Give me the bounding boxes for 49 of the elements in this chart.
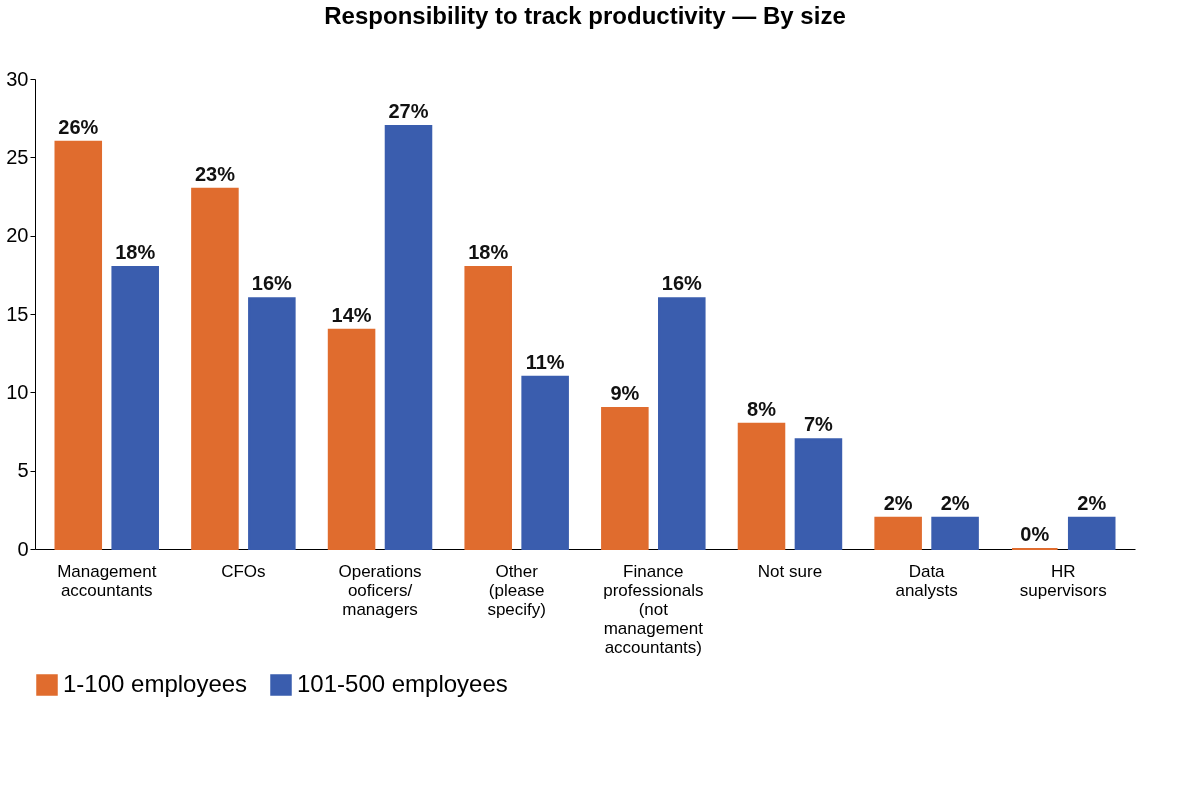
bar bbox=[1067, 516, 1116, 550]
x-tick-label: Finance professionals (not management accountants) bbox=[603, 561, 704, 657]
legend-label: 1-100 employees bbox=[63, 670, 248, 697]
bar bbox=[248, 297, 296, 550]
data-label: 18% bbox=[115, 241, 156, 263]
bar bbox=[874, 516, 922, 550]
y-tick-label: 5 bbox=[17, 459, 29, 482]
bar bbox=[327, 328, 376, 550]
y-tick-label: 30 bbox=[6, 67, 29, 90]
x-tick-label: Not sure bbox=[757, 561, 823, 581]
data-label: 26% bbox=[58, 115, 99, 138]
data-label: 9% bbox=[610, 382, 640, 404]
x-tick-label: Data analysts bbox=[895, 561, 958, 600]
data-label: 2% bbox=[1077, 491, 1107, 514]
x-tick-label: HR supervisors bbox=[1019, 561, 1107, 600]
data-label: 23% bbox=[194, 162, 236, 185]
x-tick-label: Operations ooficers/ managers bbox=[338, 561, 422, 619]
y-tick-label: 20 bbox=[6, 224, 29, 247]
bar bbox=[521, 375, 569, 550]
bar bbox=[658, 297, 706, 550]
bar bbox=[601, 407, 649, 550]
data-label: 7% bbox=[803, 413, 834, 436]
data-label: 2% bbox=[883, 491, 913, 514]
bar bbox=[111, 266, 159, 550]
legend-label: 101-500 employees bbox=[297, 670, 508, 697]
data-label: 8% bbox=[747, 397, 777, 420]
data-label: 27% bbox=[388, 100, 429, 122]
data-label: 14% bbox=[331, 303, 372, 326]
bar bbox=[464, 266, 512, 550]
bar bbox=[931, 516, 979, 550]
bar bbox=[191, 187, 239, 550]
data-label: 2% bbox=[940, 491, 970, 514]
x-tick-label: Management accountants bbox=[57, 561, 157, 600]
data-label: 11% bbox=[525, 350, 565, 373]
y-tick-label: 10 bbox=[6, 380, 29, 403]
data-label: 16% bbox=[661, 272, 703, 295]
data-label: 0% bbox=[1020, 523, 1050, 545]
x-tick-label: Other (please specify) bbox=[487, 561, 546, 619]
data-label: 16% bbox=[251, 272, 293, 295]
bar bbox=[54, 140, 103, 550]
bar bbox=[794, 438, 843, 550]
chart-title: Responsibility to track productivity — By size bbox=[324, 2, 846, 29]
bar bbox=[384, 125, 433, 550]
y-tick-label: 0 bbox=[17, 537, 29, 560]
data-label: 18% bbox=[468, 241, 509, 263]
y-tick-label: 25 bbox=[6, 145, 29, 168]
bar bbox=[737, 422, 786, 550]
x-tick-label: CFOs bbox=[221, 561, 266, 581]
y-tick-label: 15 bbox=[6, 302, 29, 325]
